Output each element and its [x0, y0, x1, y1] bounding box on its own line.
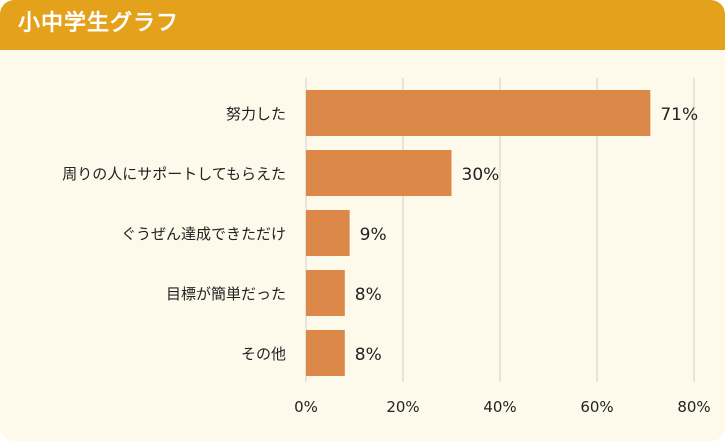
chart-header: 小中学生グラフ: [0, 0, 725, 50]
bar: [306, 270, 345, 316]
x-tick-label: 40%: [483, 398, 516, 416]
value-label: 9%: [360, 225, 387, 245]
category-label: 目標が簡単だった: [166, 285, 286, 303]
category-label: ぐうぜん達成できただけ: [121, 225, 286, 243]
bar: [306, 330, 345, 376]
value-label: 71%: [660, 105, 698, 125]
bar: [306, 90, 651, 136]
category-label: 周りの人にサポートしてもらえた: [62, 165, 286, 183]
value-label: 8%: [355, 345, 382, 365]
category-label: その他: [241, 345, 286, 363]
x-tick-label: 80%: [677, 398, 710, 416]
value-label: 30%: [462, 165, 500, 185]
value-label: 8%: [355, 285, 382, 305]
bar: [306, 210, 350, 256]
category-label: 努力した: [226, 105, 286, 123]
x-tick-label: 20%: [386, 398, 419, 416]
x-tick-label: 60%: [580, 398, 613, 416]
x-tick-label: 0%: [294, 398, 318, 416]
bar: [306, 150, 452, 196]
chart-title: 小中学生グラフ: [18, 11, 180, 36]
